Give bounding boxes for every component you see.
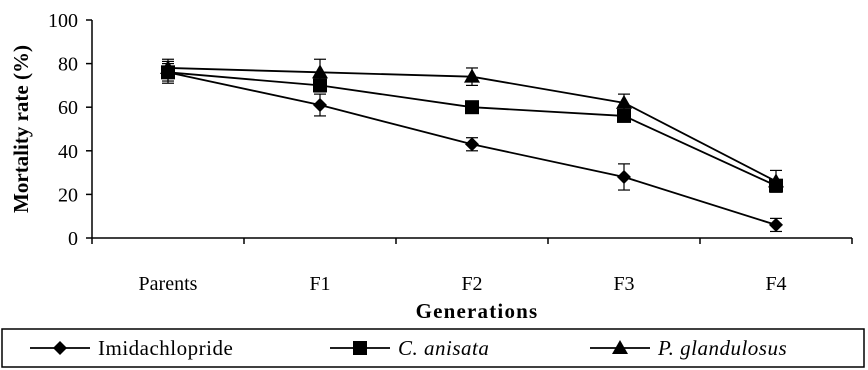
y-tick-label: 20 — [58, 184, 78, 206]
data-point-square — [465, 100, 479, 115]
data-point-diamond — [313, 98, 327, 113]
legend-label: P. glandulosus — [657, 336, 787, 360]
data-point-triangle — [768, 173, 784, 188]
legend-box — [1, 328, 865, 368]
y-ticks: 0 20 40 60 80 100 — [48, 10, 92, 250]
x-ticks: Parents F1 F2 F3 F4 — [91, 238, 853, 295]
y-tick-label: 80 — [58, 54, 78, 76]
legend-marker-triangle — [612, 340, 628, 354]
legend-item: Imidachlopride — [30, 336, 233, 360]
legend-label: C. anisata — [398, 336, 489, 360]
data-point-triangle — [312, 64, 328, 79]
data-point-square — [617, 108, 631, 123]
x-tick-label: Parents — [139, 273, 198, 295]
legend-label: Imidachlopride — [98, 336, 233, 360]
x-axis-title: Generations — [416, 299, 539, 323]
legend-marker-diamond — [53, 341, 67, 355]
y-axis-title: Mortality rate (%) — [9, 45, 33, 213]
x-tick-label: F4 — [765, 273, 786, 295]
y-tick-label: 60 — [58, 97, 78, 119]
data-point-triangle — [464, 68, 480, 83]
x-tick-label: F1 — [309, 273, 330, 295]
x-tick-label: F3 — [613, 273, 634, 295]
series-line — [167, 71, 777, 187]
legend-item: C. anisata — [330, 336, 489, 360]
data-point-diamond — [465, 137, 479, 152]
legend-marker-square — [353, 341, 367, 355]
y-tick-label: 40 — [58, 141, 78, 163]
data-point-triangle — [616, 94, 632, 109]
data-point-diamond — [769, 217, 783, 232]
series-layer — [160, 58, 784, 233]
legend-item: P. glandulosus — [590, 336, 787, 360]
legend: Imidachlopride C. anisata P. glandulosus — [1, 328, 865, 368]
series-triangle — [160, 58, 784, 193]
y-tick-label: 100 — [48, 10, 78, 32]
y-tick-label: 0 — [68, 228, 78, 250]
data-point-diamond — [617, 169, 631, 184]
x-tick-label: F2 — [461, 273, 482, 295]
data-point-triangle — [160, 59, 176, 74]
axes — [91, 20, 852, 239]
